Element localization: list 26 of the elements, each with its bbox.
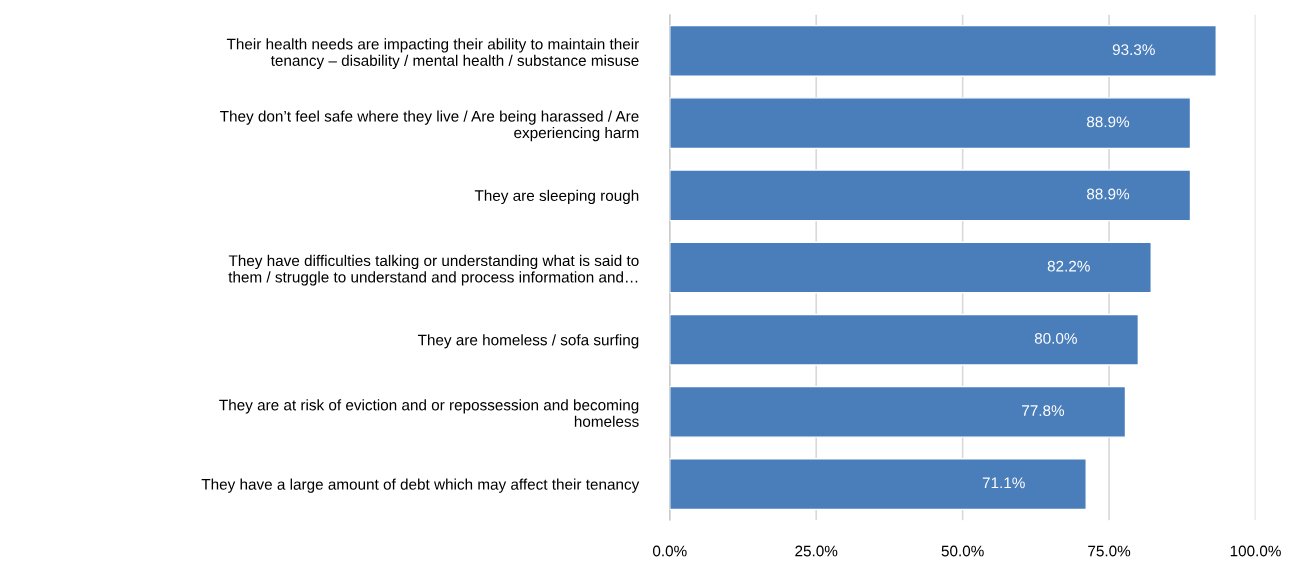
y-tick-label: They have difficulties talking or understanding what is said to them / struggle to understand and process information and… — [228, 254, 639, 286]
bar — [669, 169, 1192, 222]
y-tick-label: They are sleeping rough — [474, 189, 639, 205]
bar — [669, 313, 1140, 366]
x-tick-label: 0.0% — [652, 545, 687, 557]
y-tick-label: Their health needs are impacting their ability to maintain their tenancy – disability / mental health / substance misuse — [226, 38, 639, 69]
x-tick-label: 50.0% — [941, 545, 984, 557]
data-label: 80.0% — [1034, 332, 1077, 344]
bar — [669, 458, 1087, 511]
y-tick-label: They have a large amount of debt which may affect their tenancy — [201, 478, 640, 493]
bar — [669, 24, 1217, 77]
x-tick-label: 75.0% — [1088, 545, 1131, 557]
y-tick-label: They are at risk of eviction and or repossession and becoming homeless — [219, 399, 639, 427]
x-tick-label: 25.0% — [795, 545, 838, 557]
data-label: 82.2% — [1047, 260, 1090, 272]
data-label: 77.8% — [1022, 405, 1065, 416]
y-tick-label: They don’t feel safe where they live / Are being harassed / Are experiencing harm — [220, 110, 639, 142]
data-label: 71.1% — [982, 477, 1025, 489]
data-label: 93.3% — [1112, 44, 1155, 56]
bar — [669, 241, 1152, 294]
data-label: 88.9% — [1086, 116, 1130, 128]
bar — [669, 385, 1127, 438]
bar — [669, 97, 1192, 150]
x-tick-label: 100.0% — [1230, 545, 1281, 557]
data-label: 88.9% — [1086, 188, 1130, 200]
y-tick-label: They are homeless / sofa surfing — [417, 334, 639, 349]
